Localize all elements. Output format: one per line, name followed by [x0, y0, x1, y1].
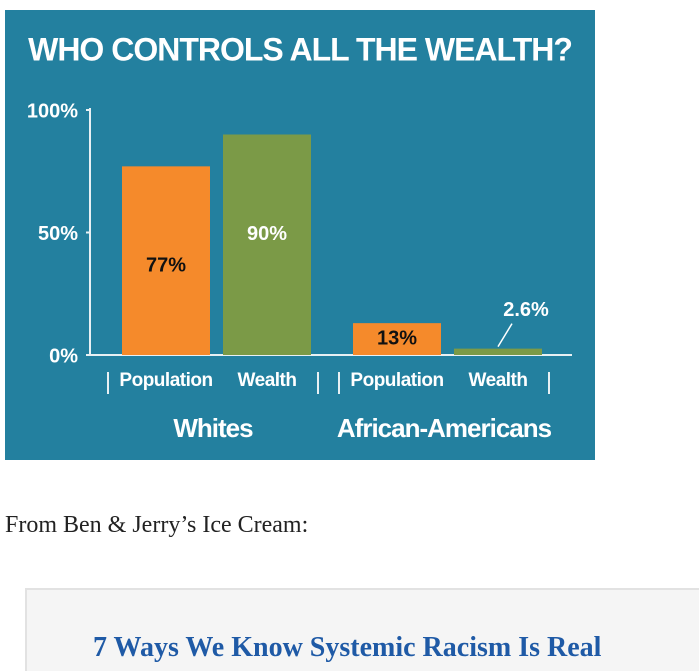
value-label: 77%: [146, 255, 186, 277]
chart-title: WHO CONTROLS ALL THE WEALTH?: [28, 31, 572, 67]
chart: WHO CONTROLS ALL THE WEALTH? 0% 50% 100% Wh…: [5, 10, 595, 460]
series-label: Population: [350, 370, 443, 391]
y-tick-label: 0%: [49, 345, 78, 367]
series-label: Wealth: [469, 370, 528, 391]
bar: [454, 348, 542, 355]
value-label: 90%: [247, 223, 287, 245]
leader-line: [497, 323, 513, 348]
bar: [353, 323, 441, 355]
group-label: African-Americans: [337, 413, 552, 443]
series-label: Wealth: [238, 370, 297, 391]
caption: From Ben & Jerry’s Ice Cream:: [5, 512, 309, 538]
series-label: Population: [119, 370, 212, 391]
group-label: Whites: [173, 413, 253, 443]
bar: [122, 166, 210, 355]
quote-box: 7 Ways We Know Systemic Racism Is Real: [25, 588, 699, 671]
value-label: 13%: [377, 327, 417, 349]
y-tick-label: 50%: [38, 223, 78, 245]
value-label: 2.6%: [503, 299, 549, 321]
bar: [223, 134, 311, 355]
y-tick-label: 100%: [27, 100, 78, 122]
quote-heading: 7 Ways We Know Systemic Racism Is Real: [93, 632, 602, 663]
